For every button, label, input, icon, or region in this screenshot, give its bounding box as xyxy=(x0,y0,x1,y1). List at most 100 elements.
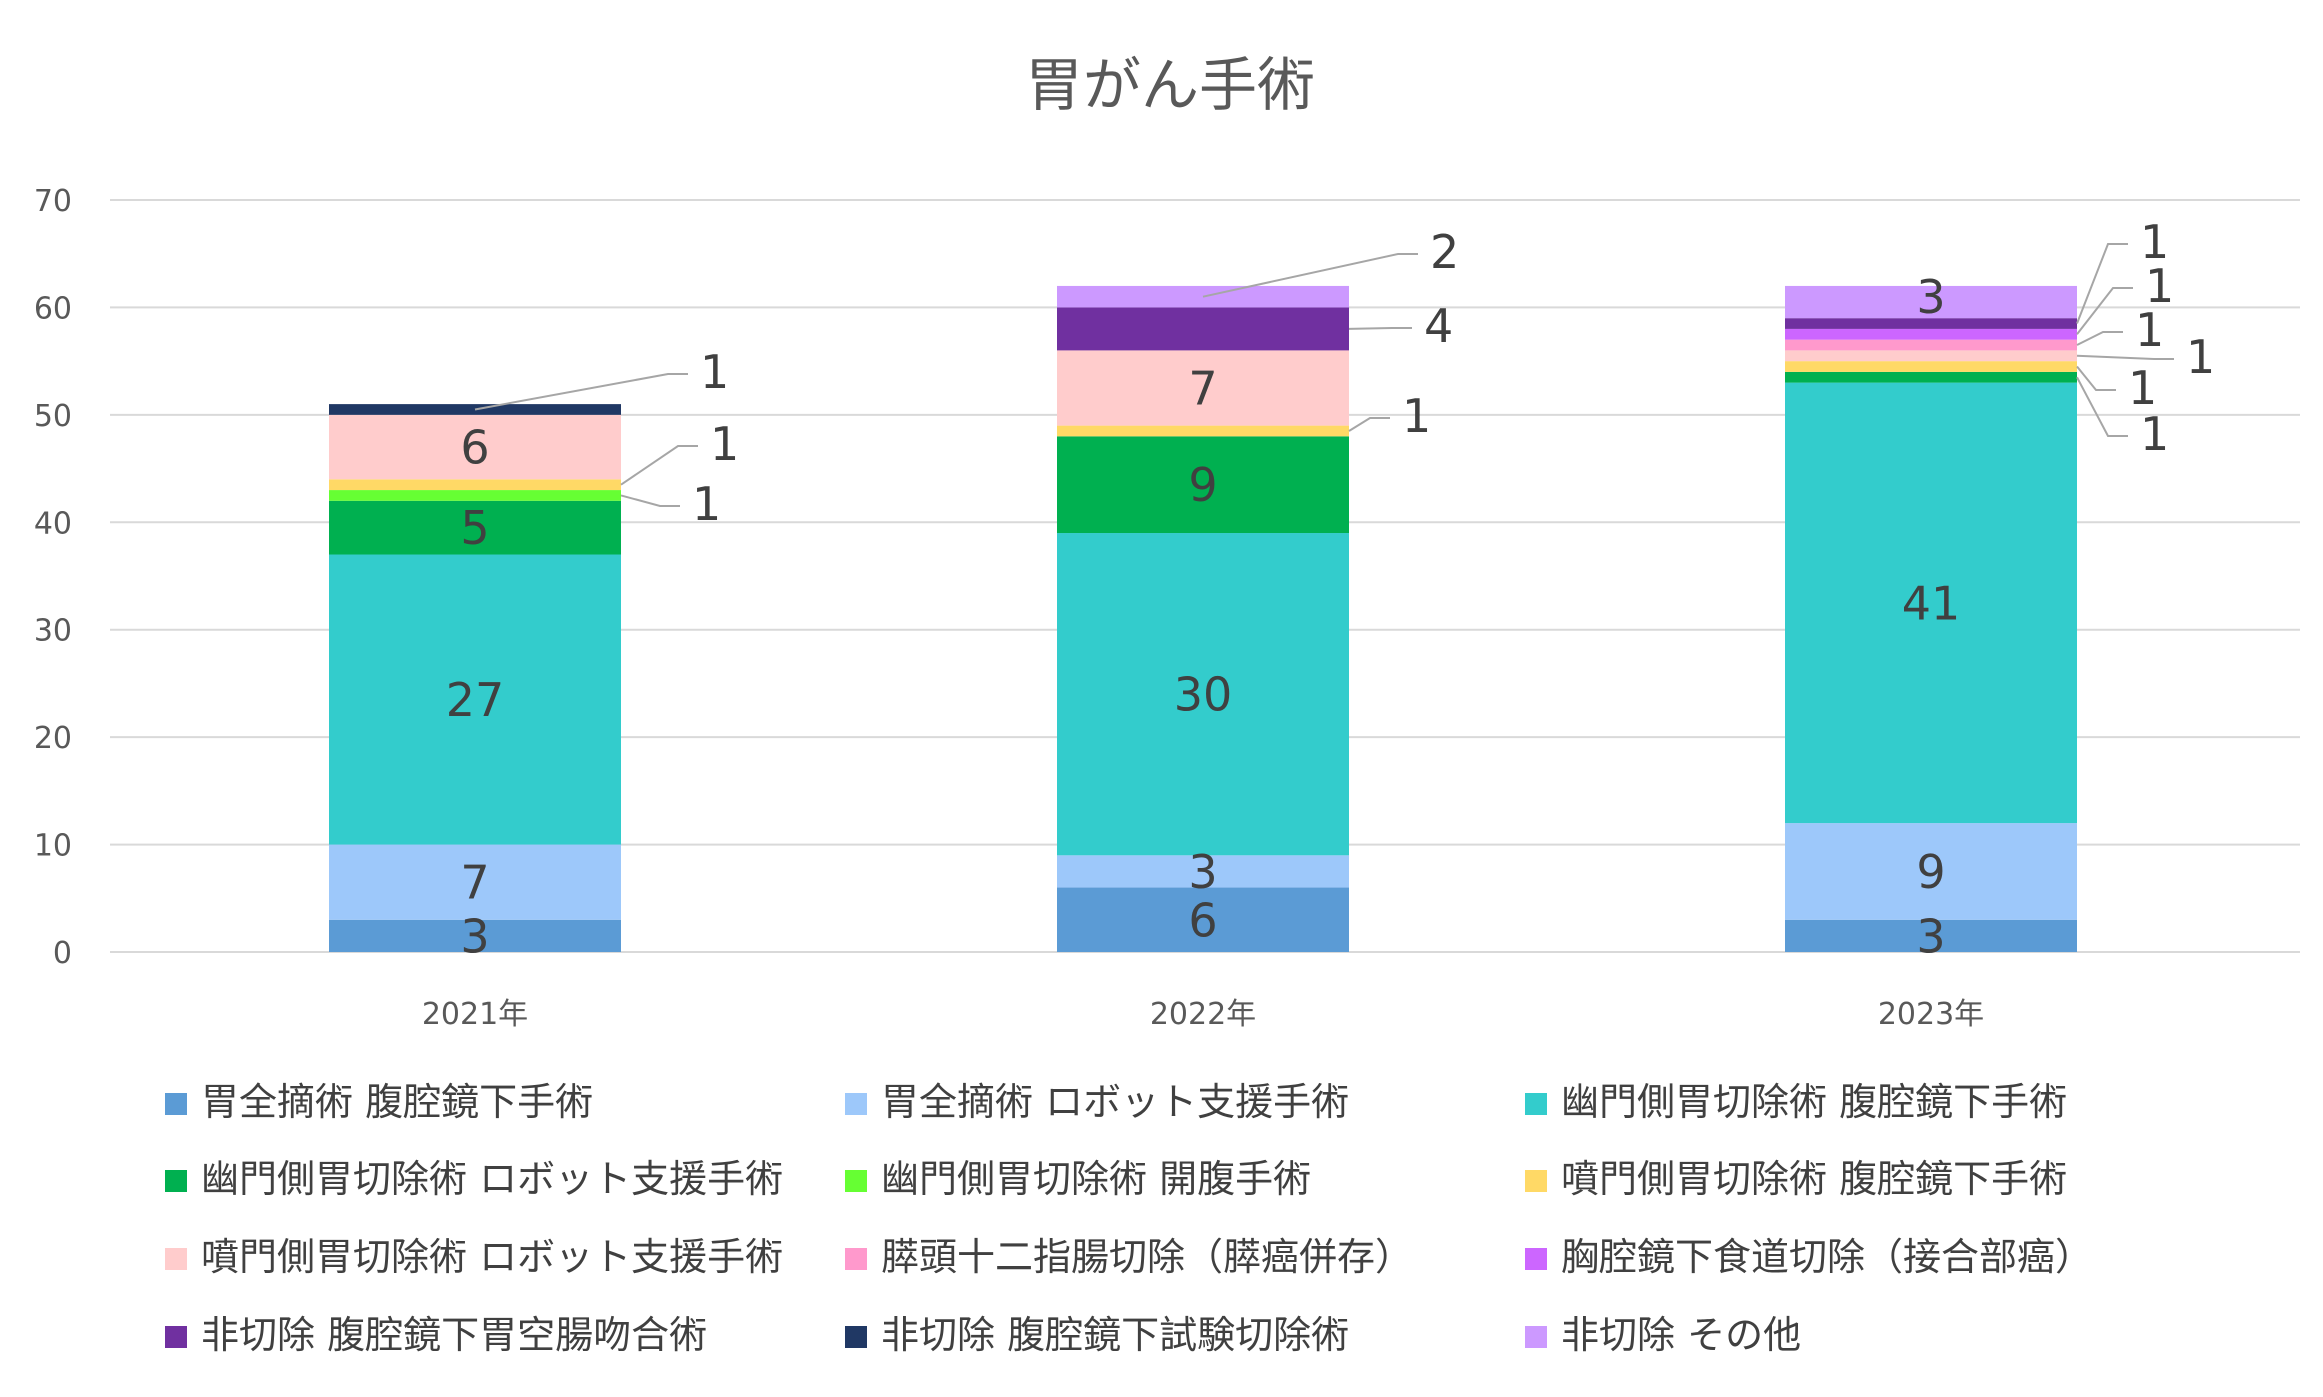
legend-label: 非切除 その他 xyxy=(1561,1313,1801,1357)
legend-swatch xyxy=(165,1093,187,1115)
x-tick-label: 2021年 xyxy=(422,997,528,1032)
bar-segment xyxy=(1785,382,2077,824)
y-tick-label: 10 xyxy=(34,829,72,864)
callout-label: 1 xyxy=(1402,389,1431,443)
data-label: 5 xyxy=(460,501,489,555)
data-label: 27 xyxy=(446,673,505,727)
y-tick-label: 70 xyxy=(34,184,72,219)
legend: 胃全摘術 腹腔鏡下手術 胃全摘術 ロボット支援手術 幽門側胃切除術 腹腔鏡下手術幽門… xyxy=(165,1080,2093,1357)
bar-segment xyxy=(329,479,621,491)
y-tick-label: 50 xyxy=(34,399,72,434)
callout-label: 1 xyxy=(2140,215,2169,269)
bar-segment xyxy=(1785,285,2077,319)
data-label: 3 xyxy=(460,909,489,963)
y-tick-label: 20 xyxy=(34,721,72,756)
x-tick-label: 2023年 xyxy=(1878,997,1984,1032)
data-label: 41 xyxy=(1902,576,1961,630)
legend-swatch xyxy=(165,1248,187,1270)
legend-swatch xyxy=(165,1170,187,1192)
legend-swatch xyxy=(165,1326,187,1348)
legend-swatch xyxy=(845,1093,867,1115)
callout-leader xyxy=(1348,417,1390,432)
data-label: 3 xyxy=(1916,270,1945,324)
legend-label: 胸腔鏡下食道切除（接合部癌） xyxy=(1561,1235,2093,1279)
legend-label: 非切除 腹腔鏡下試験切除術 xyxy=(881,1313,1349,1357)
bar-segment xyxy=(1785,350,2077,362)
bars xyxy=(329,285,2077,952)
bar-segment xyxy=(329,919,621,952)
legend-swatch xyxy=(1525,1170,1547,1192)
bar-segment xyxy=(1057,307,1349,351)
callout-leader xyxy=(2076,376,2128,437)
legend-label: 噴門側胃切除術 腹腔鏡下手術 xyxy=(1561,1157,2067,1201)
legend-label: 幽門側胃切除術 腹腔鏡下手術 xyxy=(1561,1080,2067,1124)
bar-segment xyxy=(1057,436,1349,534)
chart-title: 胃がん手術 xyxy=(1025,51,1315,119)
bar-segment xyxy=(1057,285,1349,308)
legend-label: 胃全摘術 ロボット支援手術 xyxy=(881,1080,1349,1124)
legend-label: 幽門側胃切除術 開腹手術 xyxy=(881,1157,1311,1201)
bar-segment xyxy=(1057,855,1349,888)
bar-segment xyxy=(329,554,621,845)
y-axis: 0 10 20 30 40 50 60 70 xyxy=(34,184,72,971)
callout-leader xyxy=(2076,354,2174,360)
y-tick-label: 0 xyxy=(53,936,72,971)
x-axis: 2021年 2022年 2023年 xyxy=(422,997,1984,1032)
callout-leader xyxy=(1202,253,1418,298)
callout-leader xyxy=(2076,365,2116,391)
data-label: 9 xyxy=(1188,458,1217,512)
data-label: 30 xyxy=(1174,668,1233,722)
legend-label: 非切除 腹腔鏡下胃空腸吻合術 xyxy=(201,1313,707,1357)
callout-leader xyxy=(620,494,680,507)
legend-swatch xyxy=(1525,1093,1547,1115)
bar-segment xyxy=(1057,425,1349,437)
callout-label: 1 xyxy=(700,345,729,399)
callout-label: 1 xyxy=(2128,361,2157,415)
callout-label: 1 xyxy=(2140,407,2169,461)
legend-swatch xyxy=(845,1248,867,1270)
bar-segment xyxy=(1785,919,2077,952)
callout-label: 1 xyxy=(2186,330,2215,384)
bar-segment xyxy=(1785,823,2077,920)
y-tick-label: 30 xyxy=(34,614,72,649)
callout-leader xyxy=(474,373,688,411)
bar-segment xyxy=(1785,318,2077,329)
bar-segment xyxy=(329,844,621,920)
legend-swatch xyxy=(845,1326,867,1348)
bar-segment xyxy=(329,500,621,555)
data-label: 3 xyxy=(1188,845,1217,899)
y-tick-label: 40 xyxy=(34,506,72,541)
bar-segment xyxy=(1057,350,1349,426)
data-label: 6 xyxy=(1188,893,1217,947)
bar-segment xyxy=(1785,371,2077,383)
legend-swatch xyxy=(1525,1248,1547,1270)
callout-label: 2 xyxy=(1430,225,1459,279)
data-label: 6 xyxy=(460,421,489,475)
legend-label: 膵頭十二指腸切除（膵癌併存） xyxy=(881,1235,1413,1279)
data-label: 7 xyxy=(1188,362,1217,416)
bar-segment xyxy=(1785,339,2077,351)
callout-label: 1 xyxy=(692,477,721,531)
legend-swatch xyxy=(1525,1326,1547,1348)
y-tick-label: 60 xyxy=(34,291,72,326)
callout-leader xyxy=(2076,287,2133,335)
legend-label: 幽門側胃切除術 ロボット支援手術 xyxy=(201,1157,783,1201)
callout-label: 4 xyxy=(1424,299,1453,353)
x-tick-label: 2022年 xyxy=(1150,997,1256,1032)
data-label: 3 xyxy=(1916,909,1945,963)
bar-segment xyxy=(329,414,621,480)
callout-label: 1 xyxy=(710,417,739,471)
callout-leader xyxy=(1348,327,1412,330)
callout-leader xyxy=(2076,331,2123,346)
legend-label: 噴門側胃切除術 ロボット支援手術 xyxy=(201,1235,783,1279)
bar-segment xyxy=(1785,361,2077,372)
callout-leader xyxy=(2076,243,2128,324)
callout-label: 1 xyxy=(2145,259,2174,313)
data-label: 7 xyxy=(460,856,489,910)
legend-label: 胃全摘術 腹腔鏡下手術 xyxy=(201,1080,593,1124)
bar-segment xyxy=(1057,887,1349,952)
